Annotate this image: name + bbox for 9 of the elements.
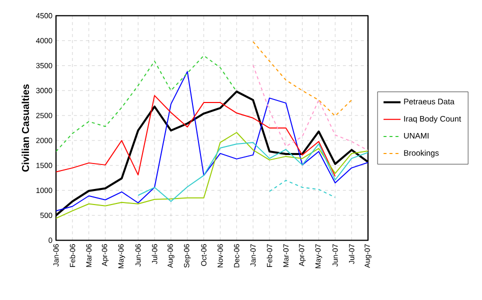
line-series <box>138 142 368 202</box>
line-series <box>252 41 352 117</box>
line-series <box>252 64 368 151</box>
line-series <box>56 132 368 219</box>
line-series <box>56 95 336 177</box>
y-axis-title: Civilian Casualties <box>22 84 30 172</box>
line-series <box>56 55 238 152</box>
line-series <box>56 71 368 212</box>
line-series <box>268 180 336 198</box>
